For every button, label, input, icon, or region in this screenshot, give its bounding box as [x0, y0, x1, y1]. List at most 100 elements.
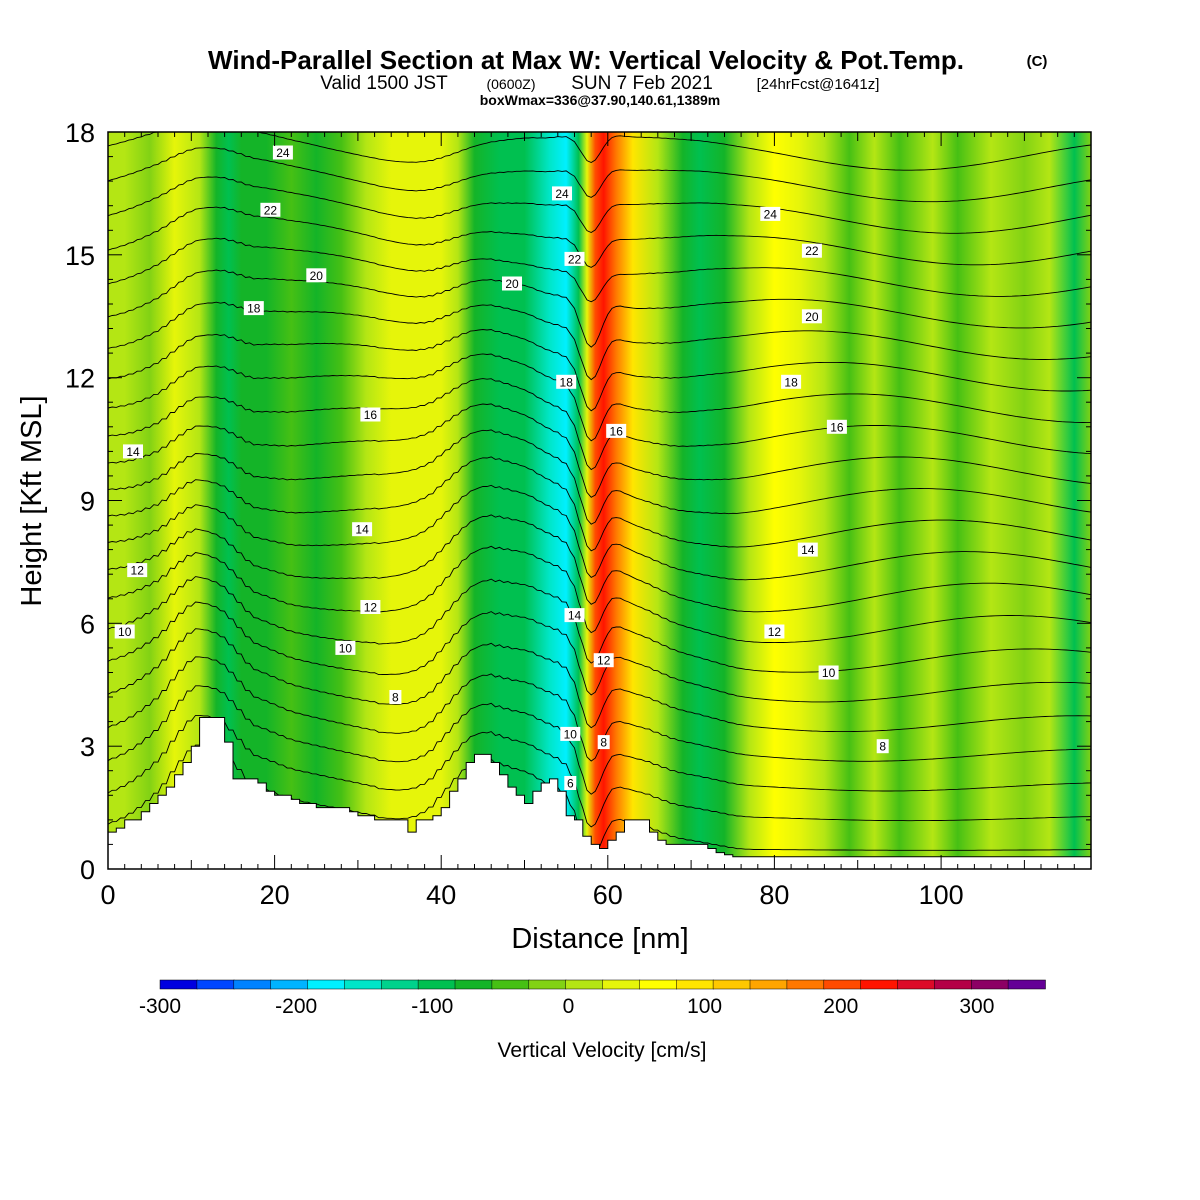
chart-title: Wind-Parallel Section at Max W: Vertical…: [208, 45, 964, 75]
x-tick-label: 100: [919, 880, 964, 910]
x-tick-label: 60: [593, 880, 623, 910]
colorbar-swatch: [749, 979, 788, 990]
theta-label: 18: [781, 374, 802, 389]
subtitle-forecast: [24hrFcst@1641z]: [757, 76, 880, 93]
theta-label-box: [389, 690, 402, 704]
theta-label: 12: [593, 653, 614, 668]
theta-label-box: [797, 542, 818, 557]
theta-label-box: [335, 640, 356, 655]
theta-label-text: 18: [560, 375, 574, 389]
colorbar-tick-label: 0: [563, 995, 575, 1018]
theta-label: 20: [801, 309, 822, 324]
theta-label: 22: [801, 243, 822, 258]
theta-contour: [108, 301, 1091, 381]
theta-contour: [108, 206, 1091, 268]
theta-contour: [108, 403, 1091, 498]
theta-contour: [108, 353, 1091, 442]
theta-contour: [108, 545, 1091, 644]
colorbar-swatch: [1007, 979, 1046, 990]
theta-label-box: [556, 374, 577, 389]
colorbar-swatch: [602, 979, 641, 990]
colorbar-swatch: [676, 979, 714, 990]
theta-label-text: 22: [805, 244, 819, 258]
theta-label-box: [564, 608, 585, 623]
y-axis: 0 3 6 9 12 15 18: [65, 118, 1091, 885]
theta-label-text: 24: [764, 207, 778, 221]
theta-label: 24: [272, 145, 293, 160]
theta-label-box: [114, 624, 135, 639]
theta-label: 16: [360, 407, 381, 422]
theta-label-box: [781, 374, 802, 389]
theta-contours: [108, 132, 1091, 860]
theta-label-text: 22: [568, 252, 582, 266]
theta-label: 12: [127, 563, 148, 578]
theta-label-text: 10: [118, 625, 132, 639]
theta-label-text: 10: [339, 641, 353, 655]
theta-label-text: 20: [805, 310, 819, 324]
theta-label-text: 14: [568, 609, 582, 623]
theta-label-text: 12: [364, 601, 378, 615]
theta-label-box: [552, 186, 572, 201]
theta-label: 14: [352, 522, 373, 537]
x-axis-label: Distance [nm]: [511, 923, 688, 955]
theta-label-box: [826, 419, 847, 434]
y-tick-label: 3: [80, 732, 95, 762]
theta-label: 8: [597, 735, 610, 750]
theta-label: 20: [306, 268, 327, 283]
theta-label-box: [260, 202, 281, 217]
x-tick-label: 20: [260, 880, 290, 910]
theta-contour: [108, 714, 1091, 828]
theta-label-box: [360, 600, 381, 614]
theta-label-box: [306, 268, 327, 283]
theta-label-box: [243, 301, 264, 316]
theta-label-box: [272, 145, 293, 160]
theta-label: 8: [389, 690, 402, 705]
theta-label-text: 12: [597, 654, 611, 668]
y-tick-label: 9: [80, 487, 95, 517]
theta-contour: [108, 147, 1091, 203]
theta-label-box: [127, 563, 148, 578]
theta-label: 10: [560, 726, 581, 741]
colorbar-swatch: [860, 979, 899, 990]
theta-label-text: 16: [364, 408, 378, 422]
theta-contour: [108, 329, 1091, 412]
theta-label-text: 6: [567, 777, 574, 791]
colorbar-swatch: [565, 979, 604, 990]
x-tick-label: 0: [100, 880, 115, 910]
colorbar-swatch: [712, 979, 751, 990]
title-mark: (C): [1027, 53, 1048, 70]
theta-label-box: [764, 624, 785, 639]
theta-label: 24: [760, 206, 781, 221]
theta-label-box: [360, 407, 381, 422]
theta-label-text: 8: [600, 736, 607, 750]
subtitle-valid: Valid 1500 JST: [320, 73, 448, 94]
colorbar-ticks: -300 -200 -100 0 100 200 300: [139, 995, 994, 1018]
x-tick-label: 40: [426, 880, 456, 910]
colorbar-tick-label: 300: [959, 995, 994, 1018]
theta-label-box: [123, 444, 143, 459]
colorbar-swatch: [233, 979, 272, 990]
colorbar-swatch: [454, 979, 493, 990]
theta-contour: [108, 176, 1091, 234]
theta-label: 8: [876, 739, 889, 754]
theta-label-text: 16: [610, 424, 624, 438]
colorbar-swatch: [528, 979, 567, 990]
y-tick-label: 12: [65, 364, 95, 394]
theta-label-box: [352, 522, 373, 537]
theta-label: 22: [564, 251, 585, 266]
colorbar-swatch: [159, 979, 198, 990]
theta-label-text: 10: [822, 666, 836, 680]
theta-contour: [108, 429, 1091, 525]
colorbar-swatch: [270, 979, 309, 990]
colorbar-swatch: [786, 979, 825, 990]
theta-label-text: 24: [555, 187, 569, 201]
subtitle-date: SUN 7 Feb 2021: [571, 73, 713, 94]
theta-label-text: 18: [247, 302, 261, 316]
theta-contour: [108, 576, 1091, 673]
theta-label: 18: [243, 301, 264, 316]
theta-label: 12: [360, 600, 381, 615]
theta-label-text: 14: [355, 523, 369, 537]
theta-label: 20: [502, 276, 522, 291]
colorbar-swatch: [344, 979, 383, 990]
